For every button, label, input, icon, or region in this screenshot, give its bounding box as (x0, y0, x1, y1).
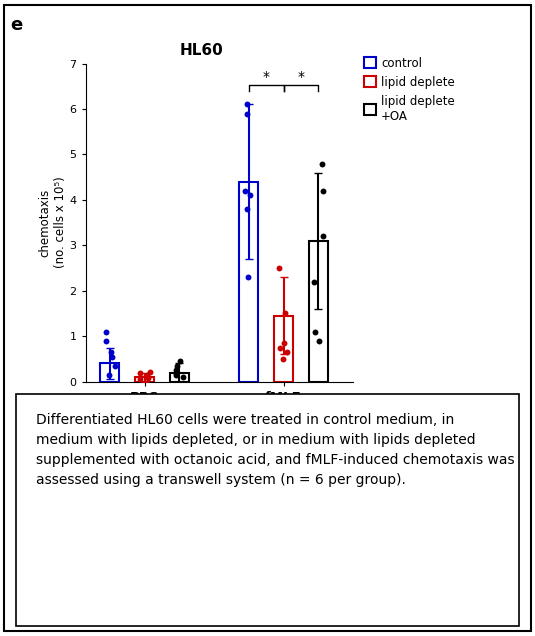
Point (108, 352, 117, 362)
Point (175, 356, 184, 366)
Point (241, 186, 249, 196)
Point (319, 231, 327, 241)
Point (135, 368, 144, 378)
Point (244, 272, 253, 282)
Point (280, 308, 289, 319)
Legend: control, lipid deplete, lipid deplete
+OA: control, lipid deplete, lipid deplete +O… (364, 57, 455, 123)
Bar (101, 363, 119, 382)
Text: *: * (263, 70, 270, 84)
Point (106, 347, 115, 357)
Point (317, 158, 326, 169)
Point (315, 336, 324, 346)
Point (146, 366, 154, 377)
Bar (170, 373, 189, 382)
Point (276, 342, 285, 352)
Point (243, 99, 252, 109)
Point (172, 368, 180, 378)
Point (274, 263, 283, 273)
Bar (309, 241, 328, 382)
Point (246, 190, 254, 200)
Point (242, 109, 251, 119)
Point (310, 277, 318, 287)
Point (242, 204, 251, 214)
Text: HL60: HL60 (179, 43, 223, 59)
Point (319, 186, 327, 196)
Point (141, 371, 150, 381)
Point (136, 374, 144, 384)
Point (172, 370, 181, 380)
Point (102, 326, 111, 336)
FancyBboxPatch shape (16, 394, 519, 626)
Point (282, 347, 291, 357)
Point (172, 365, 180, 375)
Text: e: e (11, 16, 23, 34)
Point (142, 370, 151, 380)
Bar (135, 377, 154, 382)
Point (279, 338, 288, 348)
Text: Differentiated HL60 cells were treated in control medium, in
medium with lipids : Differentiated HL60 cells were treated i… (36, 413, 515, 487)
Point (173, 361, 182, 371)
Bar (274, 315, 293, 382)
Point (179, 372, 187, 382)
Point (311, 326, 319, 336)
Point (102, 336, 111, 346)
Bar (239, 182, 258, 382)
Point (279, 354, 287, 364)
Y-axis label: chemotaxis
(no. cells x 10⁵): chemotaxis (no. cells x 10⁵) (39, 177, 67, 268)
Point (144, 373, 153, 383)
Text: *: * (297, 70, 304, 84)
Point (110, 361, 119, 371)
Point (104, 370, 113, 380)
